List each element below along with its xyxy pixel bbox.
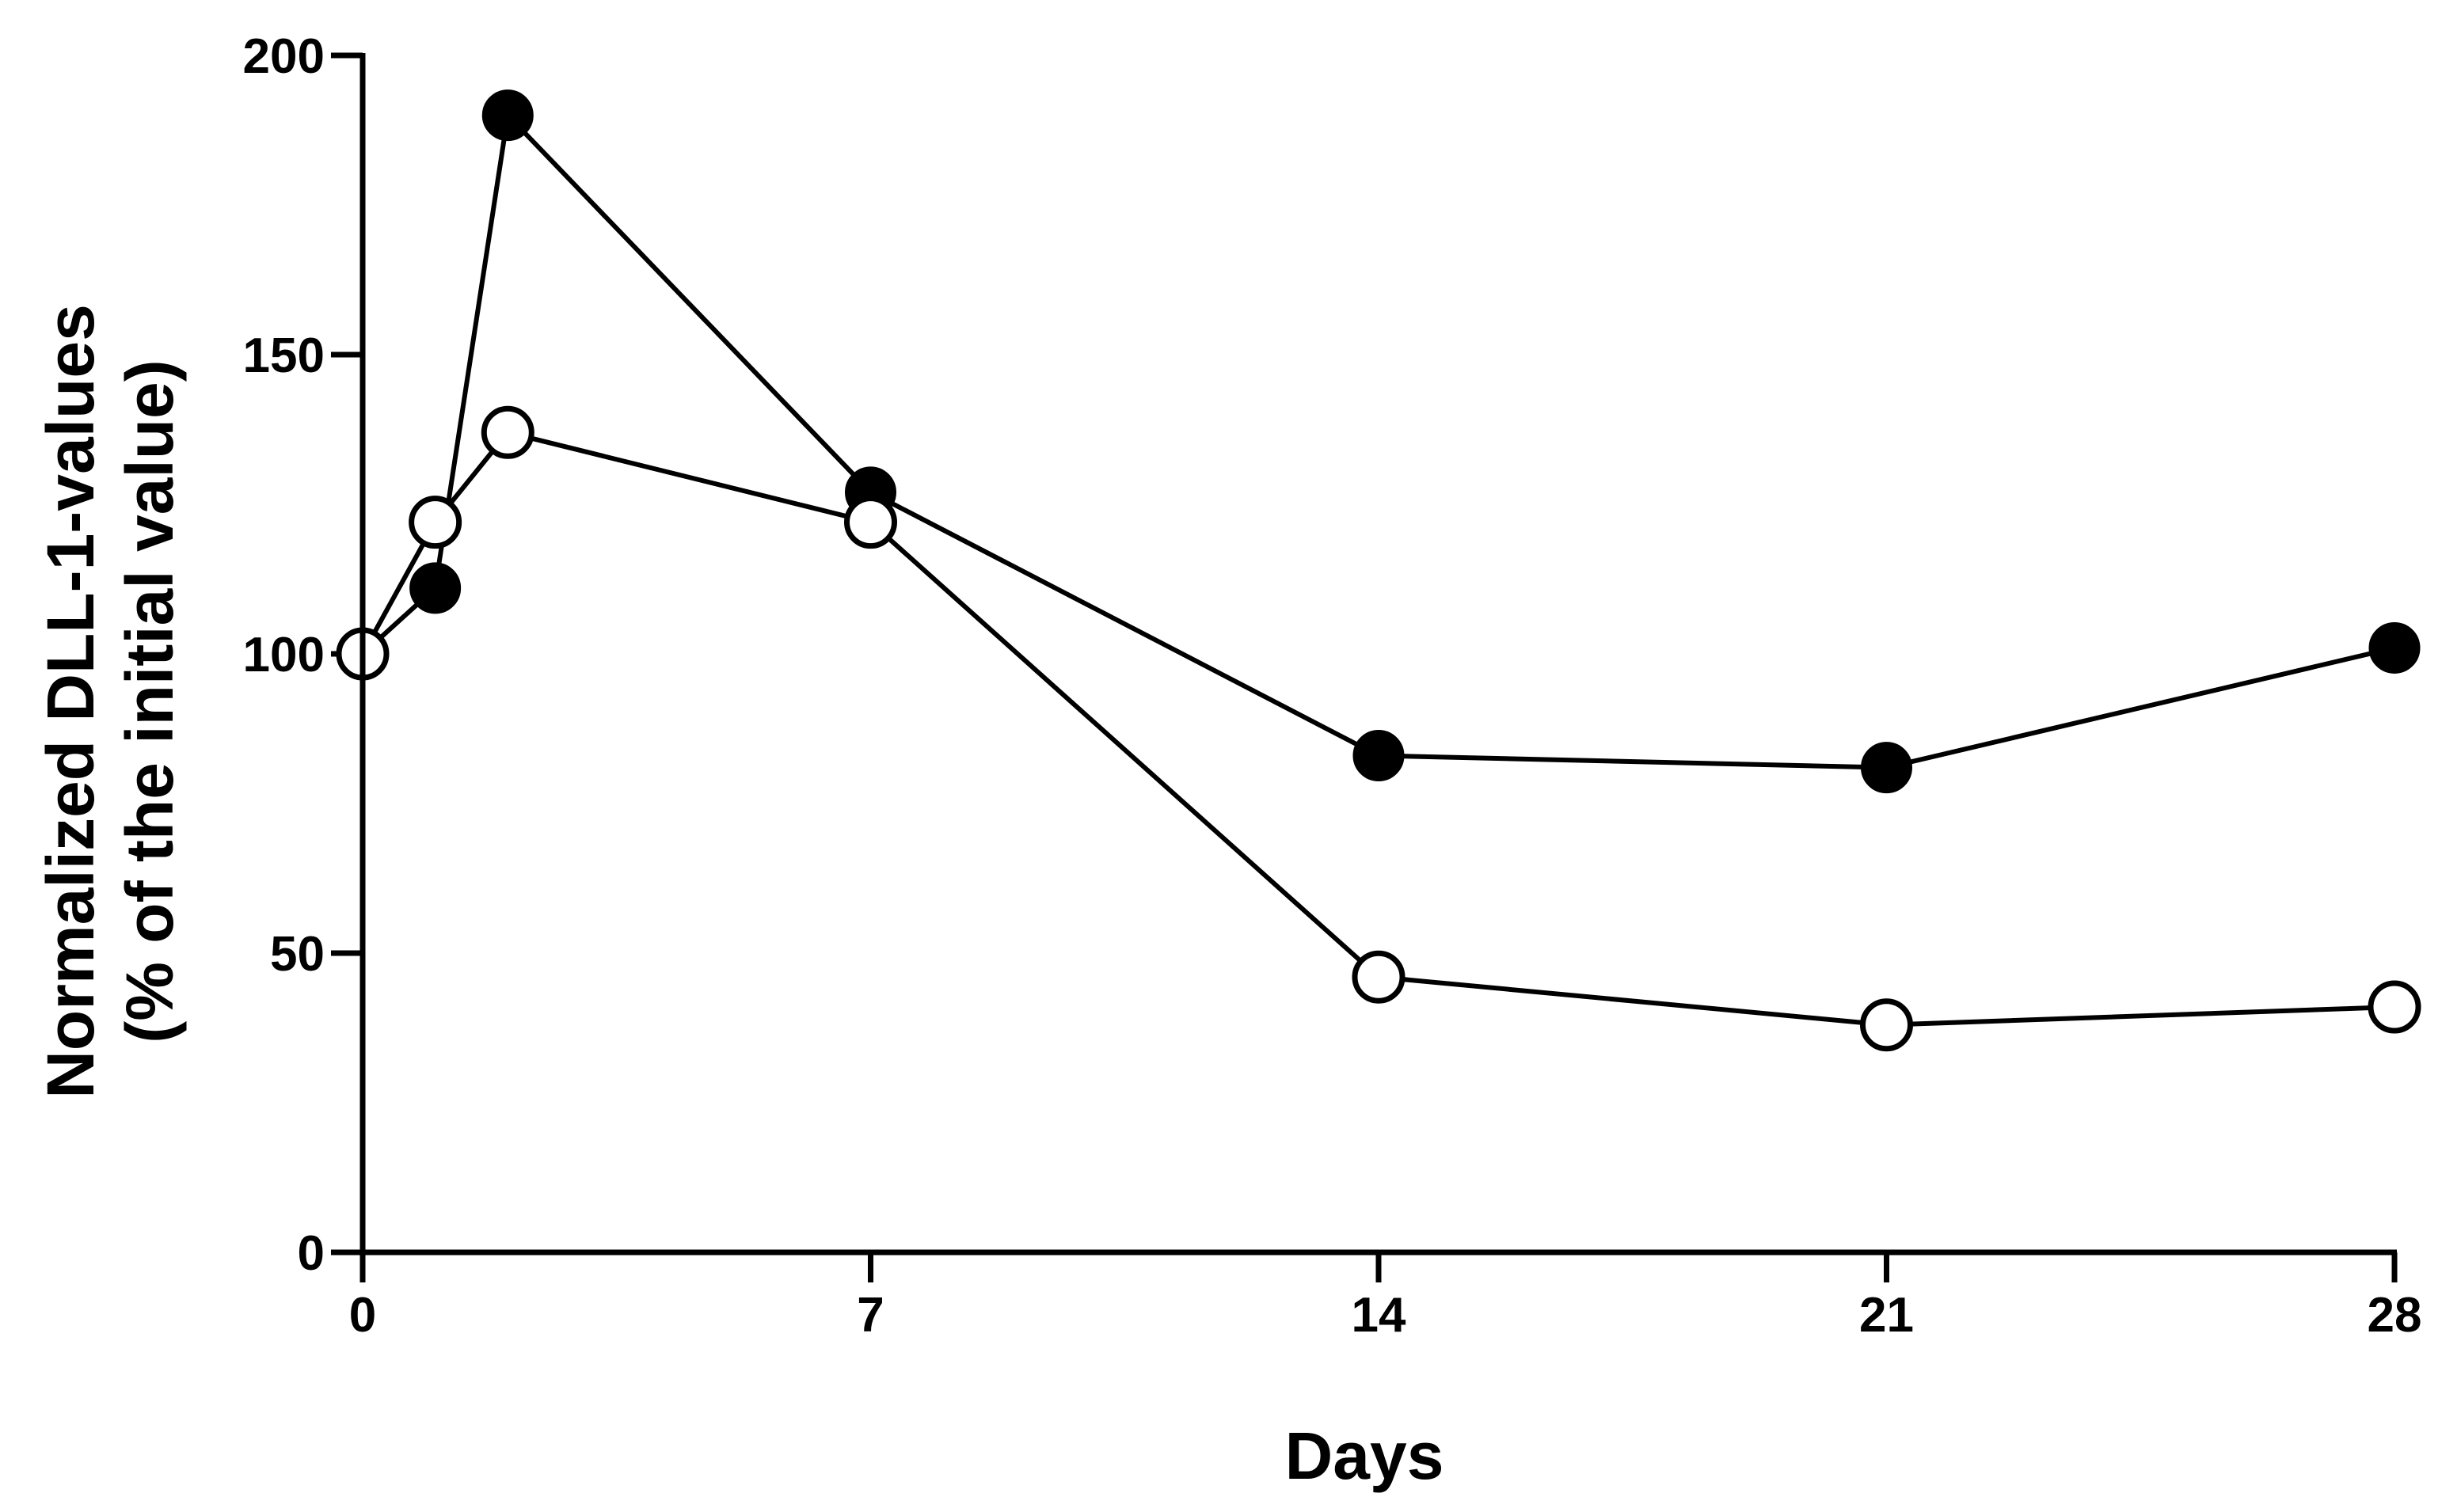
series-2-point <box>2368 980 2421 1034</box>
series-1-point <box>1861 742 1912 794</box>
series-2-point <box>844 496 897 549</box>
series-1-point <box>1352 730 1405 782</box>
series-1-point <box>409 562 462 614</box>
series-2-point <box>409 496 462 549</box>
y-axis-title-line-1: Normalized DLL-1-values <box>33 304 108 1099</box>
y-tick-label: 100 <box>243 628 325 682</box>
y-tick-label: 50 <box>270 927 325 982</box>
series-1-point <box>2368 621 2421 674</box>
y-tick-label: 0 <box>298 1226 325 1281</box>
x-tick-label: 0 <box>349 1288 376 1343</box>
x-axis-ticks: 0 7 14 21 28 <box>349 1252 2422 1343</box>
series-2-line <box>360 429 2395 1028</box>
series-2-markers <box>336 405 2421 1052</box>
series-1-point <box>481 89 534 142</box>
y-axis-title-line-2: (% of the initial value) <box>112 359 187 1043</box>
series-2-point <box>1352 950 1405 1004</box>
y-tick-label: 150 <box>243 329 325 383</box>
x-tick-label: 21 <box>1859 1288 1914 1343</box>
x-tick-label: 28 <box>2368 1288 2422 1343</box>
x-tick-label: 14 <box>1352 1288 1406 1343</box>
y-axis-ticks: 0 50 100 150 200 <box>243 29 363 1281</box>
series-1-markers <box>337 89 2421 794</box>
y-tick-label: 200 <box>243 29 325 84</box>
series-2-point <box>481 405 534 459</box>
series-1-line <box>360 110 2395 770</box>
series-2-point <box>1860 998 1913 1052</box>
x-tick-label: 7 <box>857 1288 884 1343</box>
x-axis-title: Days <box>1285 1419 1444 1493</box>
series-layer <box>336 89 2421 1052</box>
